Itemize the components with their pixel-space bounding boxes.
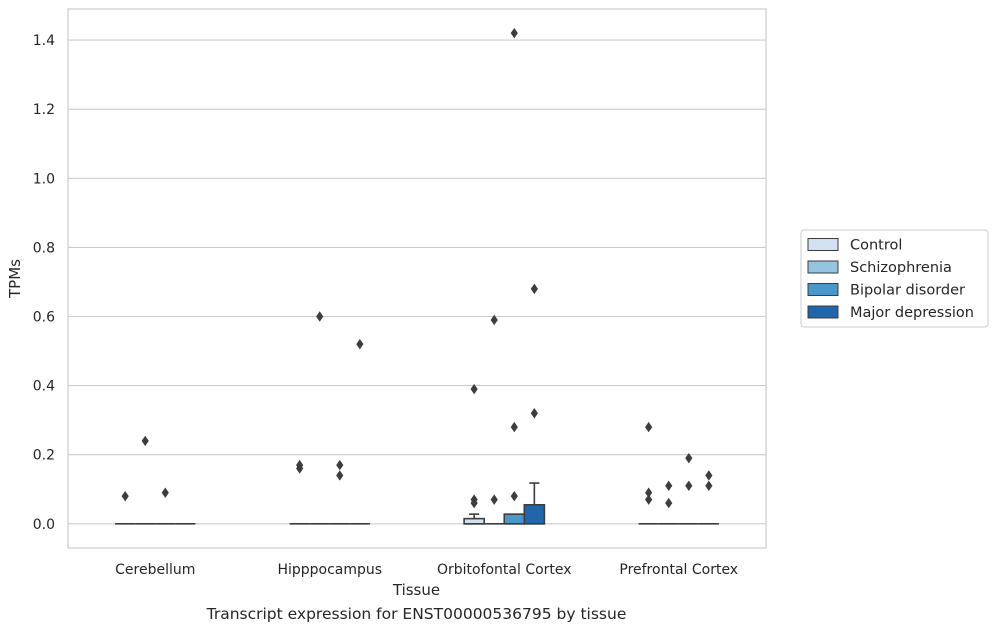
box-2-3 — [523, 482, 546, 525]
y-tick-label: 0.2 — [33, 448, 55, 464]
y-tick-label: 1.2 — [33, 102, 55, 118]
x-tick-label: Hipppocampus — [277, 562, 382, 578]
outlier-point — [705, 480, 713, 492]
y-tick-label: 0.0 — [33, 517, 55, 533]
outlier-point — [665, 497, 673, 509]
legend-swatch — [807, 283, 839, 296]
outlier-point — [705, 470, 713, 481]
outlier-point — [665, 480, 673, 492]
y-tick-label: 0.8 — [33, 240, 55, 256]
y-tick-label: 1.4 — [33, 33, 55, 49]
x-tick-label: Prefrontal Cortex — [619, 562, 738, 578]
box-body — [503, 513, 526, 525]
outlier-point — [316, 311, 324, 322]
outlier-point — [161, 487, 169, 498]
x-tick-label: Orbitofontal Cortex — [437, 562, 572, 578]
outlier-point — [490, 314, 498, 326]
x-axis-title: Tissue — [392, 581, 440, 599]
outlier-point — [490, 494, 498, 505]
boxes — [115, 482, 719, 525]
legend-label: Schizophrenia — [850, 260, 952, 276]
outlier-point — [356, 338, 364, 350]
outlier-point — [645, 421, 653, 433]
outlier-point — [470, 494, 478, 505]
outlier-point — [296, 459, 304, 471]
outlier-point — [510, 27, 518, 39]
outlier-point — [510, 490, 518, 502]
outlier-point — [685, 480, 693, 492]
legend-frame — [800, 229, 989, 328]
box-2-0 — [463, 513, 485, 525]
x-tick-label: Cerebellum — [115, 562, 195, 578]
legend: Control Schizophrenia Bipolar disorder Majo… — [800, 229, 989, 328]
legend-swatch — [807, 305, 839, 319]
legend-label: Major depression — [850, 305, 974, 321]
legend-swatch — [807, 260, 839, 274]
y-tick-label: 0.6 — [33, 310, 55, 326]
box-body — [523, 504, 546, 525]
outlier-point — [141, 435, 149, 447]
outlier-point — [121, 490, 129, 502]
y-tick-label: 0.4 — [33, 379, 55, 395]
legend-label: Bipolar disorder — [850, 283, 965, 299]
outlier-point — [685, 452, 693, 464]
y-gridlines — [68, 39, 766, 525]
legend-swatch — [807, 238, 839, 251]
outlier-point — [645, 487, 653, 498]
outlier-point — [645, 494, 653, 505]
outlier-points — [121, 27, 713, 509]
y-tick-labels: 0.0 0.2 0.4 0.6 0.8 1.0 1.2 1.4 — [33, 33, 55, 533]
x-tick-labels: Cerebellum Hipppocampus Orbitofontal Corte… — [115, 562, 738, 578]
box-2-2 — [503, 513, 526, 525]
outlier-point — [510, 421, 518, 433]
figure-caption: Transcript expression for ENST0000053679… — [206, 605, 627, 623]
outlier-point — [336, 470, 344, 481]
y-axis-title: TPMs — [6, 259, 24, 299]
outlier-point — [470, 383, 478, 395]
plot-frame — [67, 8, 767, 549]
outlier-point — [336, 459, 344, 471]
legend-label: Control — [850, 238, 902, 254]
outlier-point — [530, 283, 538, 295]
outlier-point — [530, 408, 538, 419]
y-tick-label: 1.0 — [33, 171, 55, 187]
